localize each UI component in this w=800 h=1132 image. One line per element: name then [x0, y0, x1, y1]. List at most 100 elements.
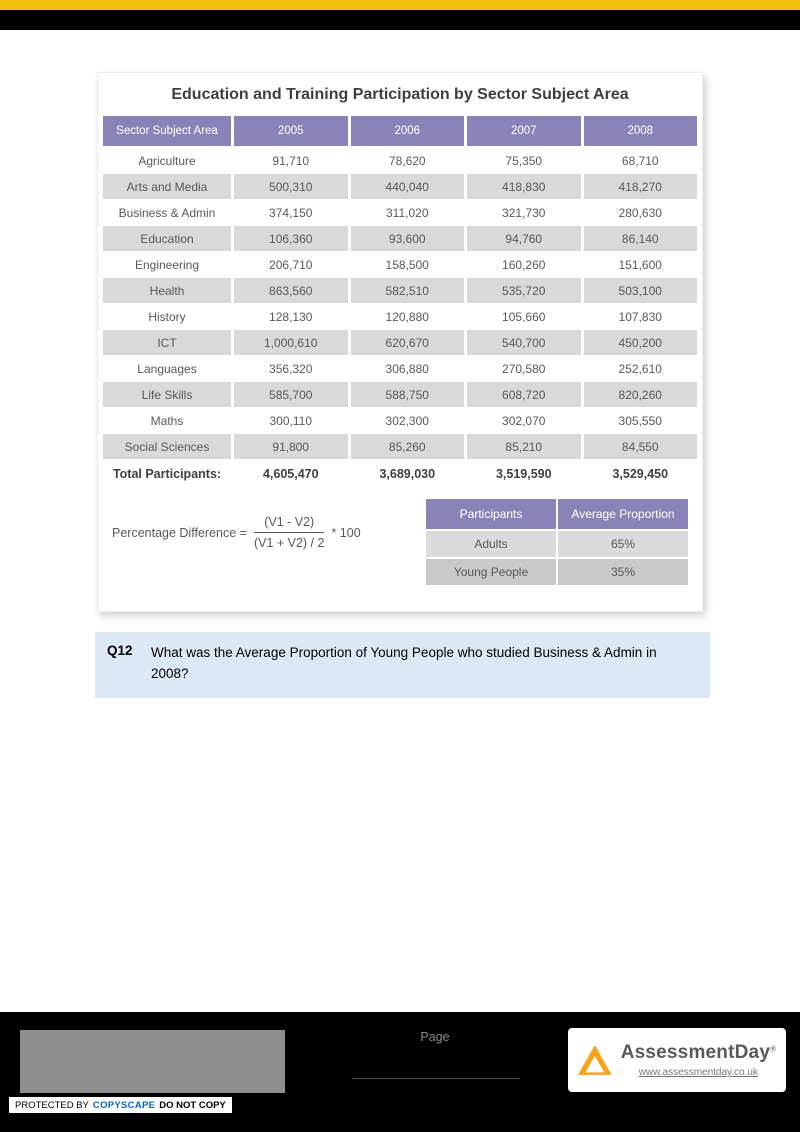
row-value: 91,710 [234, 148, 348, 173]
copyscape-suffix: DO NOT COPY [159, 1099, 226, 1111]
row-value: 300,110 [234, 408, 348, 433]
row-value: 535,720 [467, 278, 581, 303]
proportion-row: Adults 65% [426, 531, 688, 557]
total-label: Total Participants: [112, 467, 222, 481]
row-value: 311,020 [350, 200, 464, 225]
proportion-column-header: Participants [426, 499, 556, 529]
brand-url-link[interactable]: www.assessmentday.co.uk [638, 1067, 758, 1078]
row-value: 91,800 [234, 434, 348, 459]
proportion-label: Adults [426, 531, 556, 557]
row-value: 84,550 [583, 434, 697, 459]
row-value: 151,600 [583, 252, 697, 277]
row-label: Engineering [103, 252, 231, 277]
formula-suffix: * 100 [331, 525, 361, 540]
row-value: 85,260 [350, 434, 464, 459]
copyscape-prefix: PROTECTED BY [15, 1099, 89, 1111]
row-value: 93,600 [350, 226, 464, 251]
table-header-row: Sector Subject Area 2005 2006 2007 2008 [103, 116, 697, 146]
row-value: 582,510 [350, 278, 464, 303]
table-row: Education 106,360 93,600 94,760 86,140 [103, 226, 697, 251]
question-text: What was the Average Proportion of Young… [151, 645, 657, 681]
row-value: 106,360 [234, 226, 348, 251]
assessmentday-triangle-icon [578, 1045, 612, 1075]
table-row: History 128,130 120,880 105,660 107,830 [103, 304, 697, 329]
table-row: Social Sciences 91,800 85,260 85,210 84,550 [103, 434, 697, 459]
row-label: Maths [103, 408, 231, 433]
proportion-table-header: Participants Average Proportion [426, 499, 688, 529]
formula-and-proportion-row: Percentage Difference = (V1 - V2) (V1 + … [112, 499, 688, 587]
proportion-column-header: Average Proportion [558, 499, 688, 529]
row-label: Life Skills [103, 382, 231, 407]
row-value: 86,140 [583, 226, 697, 251]
row-value: 450,200 [583, 330, 697, 355]
row-value: 820,260 [583, 382, 697, 407]
row-value: 270,580 [467, 356, 581, 381]
row-value: 128,130 [234, 304, 348, 329]
row-label: ICT [103, 330, 231, 355]
column-header: 2006 [350, 116, 464, 146]
table-row: Life Skills 585,700 588,750 608,720 820,260 [103, 382, 697, 407]
row-value: 68,710 [583, 148, 697, 173]
row-value: 608,720 [467, 382, 581, 407]
proportion-table-body: Adults 65% Young People 35% [426, 531, 688, 585]
row-value: 302,300 [350, 408, 464, 433]
row-value: 105,660 [467, 304, 581, 329]
row-label: History [103, 304, 231, 329]
row-value: 302,070 [467, 408, 581, 433]
row-value: 75,350 [467, 148, 581, 173]
question-row: Q12 What was the Average Proportion of Y… [95, 632, 710, 698]
row-label: Education [103, 226, 231, 251]
table-row: Agriculture 91,710 78,620 75,350 68,710 [103, 148, 697, 173]
document-page: Education and Training Participation by … [0, 30, 800, 1012]
table-row: Languages 356,320 306,880 270,580 252,610 [103, 356, 697, 381]
proportion-value: 35% [558, 559, 688, 585]
row-value: 374,150 [234, 200, 348, 225]
footer-divider-line [352, 1078, 520, 1079]
row-value: 500,310 [234, 174, 348, 199]
row-value: 503,100 [583, 278, 697, 303]
row-label: Social Sciences [103, 434, 231, 459]
row-label: Agriculture [103, 148, 231, 173]
participation-table: Sector Subject Area 2005 2006 2007 2008 Agri… [103, 116, 697, 487]
table-row: Arts and Media 500,310 440,040 418,830 418,2… [103, 174, 697, 199]
total-value: 3,689,030 [379, 467, 436, 481]
table-total-row: Total Participants: 4,605,470 3,689,030 3,5… [103, 461, 697, 487]
table-row: Health 863,560 582,510 535,720 503,100 [103, 278, 697, 303]
data-card: Education and Training Participation by … [97, 72, 703, 612]
total-value: 4,605,470 [262, 467, 319, 481]
formula-label: Percentage Difference = [112, 525, 247, 540]
row-value: 120,880 [350, 304, 464, 329]
table-row: Maths 300,110 302,300 302,070 305,550 [103, 408, 697, 433]
row-value: 1,000,610 [234, 330, 348, 355]
assessmentday-logo: AssessmentDay® www.assessmentday.co.uk [568, 1028, 786, 1092]
formula-denominator: (V1 + V2) / 2 [253, 536, 325, 550]
row-value: 356,320 [234, 356, 348, 381]
row-value: 418,830 [467, 174, 581, 199]
row-value: 306,880 [350, 356, 464, 381]
row-value: 160,260 [467, 252, 581, 277]
row-value: 585,700 [234, 382, 348, 407]
total-value: 3,529,450 [612, 467, 669, 481]
row-value: 305,550 [583, 408, 697, 433]
copyscape-badge[interactable]: PROTECTED BY COPYSCAPE DO NOT COPY [8, 1096, 233, 1114]
row-value: 418,270 [583, 174, 697, 199]
row-value: 158,500 [350, 252, 464, 277]
proportion-label: Young People [426, 559, 556, 585]
column-header: 2005 [234, 116, 348, 146]
copyscape-brand: COPYSCAPE [92, 1099, 156, 1111]
total-value: 3,519,590 [495, 467, 552, 481]
proportion-value: 65% [558, 531, 688, 557]
formula-numerator: (V1 - V2) [253, 515, 325, 533]
row-value: 206,710 [234, 252, 348, 277]
page-number-label: Page [420, 1030, 450, 1044]
row-value: 107,830 [583, 304, 697, 329]
top-accent-bar [0, 0, 800, 10]
proportion-table: Participants Average Proportion Adults 65%… [426, 499, 688, 587]
row-label: Languages [103, 356, 231, 381]
row-value: 78,620 [350, 148, 464, 173]
row-label: Arts and Media [103, 174, 231, 199]
formula-fraction: (V1 - V2) (V1 + V2) / 2 [253, 515, 325, 550]
row-value: 94,760 [467, 226, 581, 251]
column-header: Sector Subject Area [103, 116, 231, 146]
